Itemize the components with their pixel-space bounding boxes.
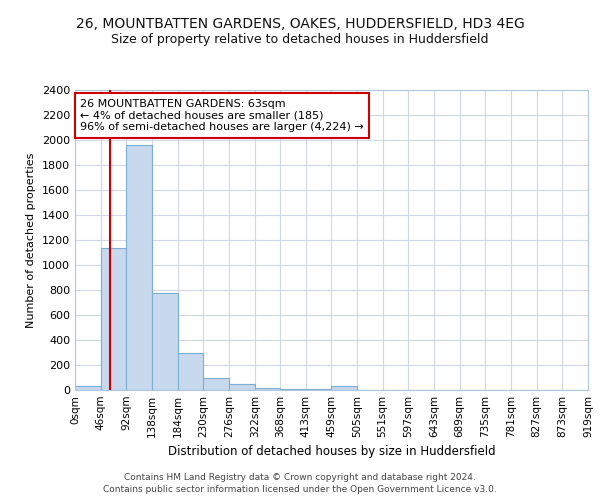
Bar [280,389,305,390]
Bar [152,293,178,390]
Y-axis label: Number of detached properties: Number of detached properties [26,152,37,328]
Bar [229,384,255,390]
Bar [127,145,152,390]
Bar [331,386,357,390]
Text: 26 MOUNTBATTEN GARDENS: 63sqm
← 4% of detached houses are smaller (185)
96% of s: 26 MOUNTBATTEN GARDENS: 63sqm ← 4% of de… [80,99,364,132]
Bar [305,389,331,390]
Bar [75,386,101,390]
Bar [203,378,229,390]
Bar [101,248,127,390]
Text: 26, MOUNTBATTEN GARDENS, OAKES, HUDDERSFIELD, HD3 4EG: 26, MOUNTBATTEN GARDENS, OAKES, HUDDERSF… [76,18,524,32]
Text: Size of property relative to detached houses in Huddersfield: Size of property relative to detached ho… [111,32,489,46]
Bar [178,353,203,390]
Text: Contains HM Land Registry data © Crown copyright and database right 2024.: Contains HM Land Registry data © Crown c… [124,473,476,482]
Text: Contains public sector information licensed under the Open Government Licence v3: Contains public sector information licen… [103,486,497,494]
X-axis label: Distribution of detached houses by size in Huddersfield: Distribution of detached houses by size … [167,446,496,458]
Bar [255,388,280,390]
